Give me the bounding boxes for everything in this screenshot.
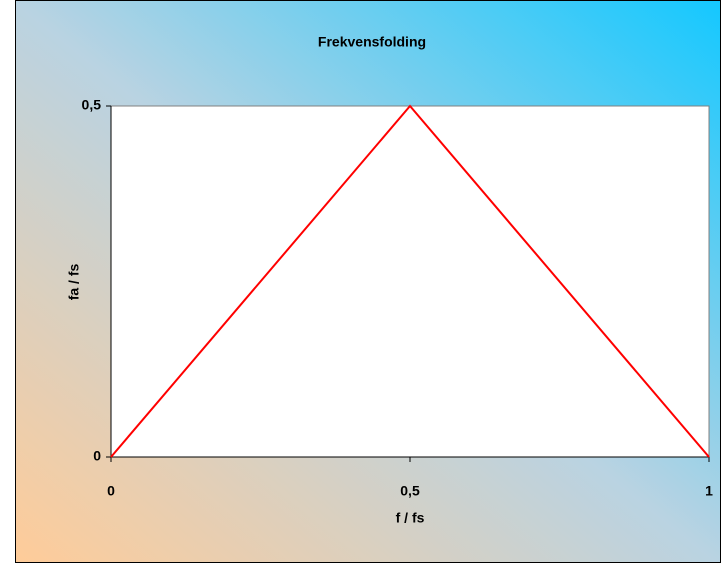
y-tick-label: 0,5: [82, 97, 102, 113]
x-tick-label: 0: [107, 483, 115, 499]
y-axis-label: fa / fs: [66, 264, 82, 301]
chart-title: Frekvensfolding: [318, 34, 426, 50]
plot-area: [110, 105, 710, 458]
x-tick-label: 1: [705, 483, 713, 499]
x-axis-label: f / fs: [396, 510, 425, 526]
data-line: [110, 104, 710, 458]
x-tick-label: 0,5: [400, 483, 420, 499]
y-tick-label: 0: [93, 448, 101, 464]
